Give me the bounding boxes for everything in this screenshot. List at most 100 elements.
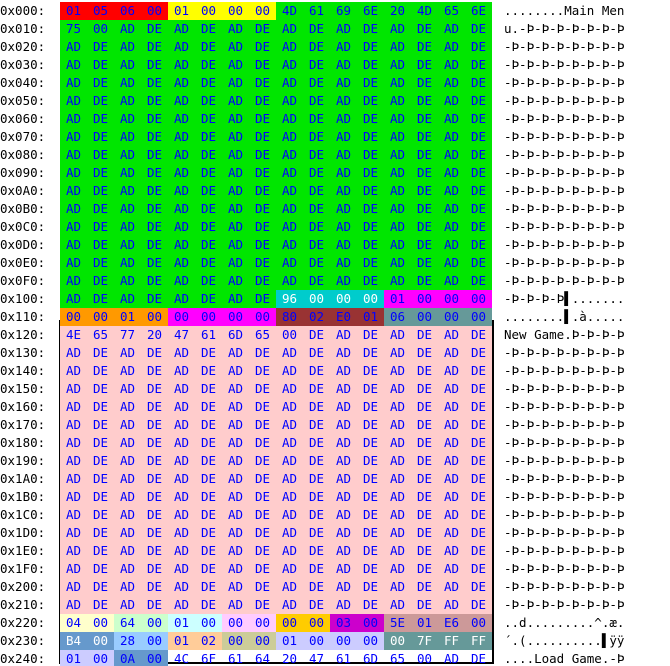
- hex-byte[interactable]: DE: [465, 596, 492, 614]
- hex-byte[interactable]: 00: [303, 632, 330, 650]
- ascii-column[interactable]: -Þ-Þ-Þ-Þ-Þ-Þ-Þ-Þ: [504, 273, 625, 288]
- hex-byte[interactable]: 69: [330, 2, 357, 20]
- hex-byte[interactable]: AD: [222, 182, 249, 200]
- hex-byte[interactable]: 20: [141, 326, 168, 344]
- hex-byte[interactable]: 00: [141, 650, 168, 666]
- hex-byte[interactable]: 00: [195, 614, 222, 632]
- hex-byte[interactable]: DE: [411, 542, 438, 560]
- hex-byte[interactable]: AD: [168, 560, 195, 578]
- hex-byte[interactable]: 65: [249, 326, 276, 344]
- hex-byte[interactable]: DE: [87, 578, 114, 596]
- hex-byte[interactable]: DE: [303, 488, 330, 506]
- hex-byte[interactable]: DE: [303, 182, 330, 200]
- hex-byte[interactable]: DE: [87, 128, 114, 146]
- hex-byte[interactable]: AD: [114, 164, 141, 182]
- hex-byte[interactable]: AD: [114, 362, 141, 380]
- ascii-column[interactable]: -Þ-Þ-Þ-Þ-Þ-Þ-Þ-Þ: [504, 381, 625, 396]
- hex-byte[interactable]: DE: [411, 110, 438, 128]
- hex-byte[interactable]: AD: [384, 524, 411, 542]
- hex-byte[interactable]: 00: [222, 614, 249, 632]
- hex-byte[interactable]: AD: [114, 470, 141, 488]
- hex-byte[interactable]: AD: [276, 506, 303, 524]
- hex-byte[interactable]: DE: [87, 254, 114, 272]
- hex-byte[interactable]: 00: [87, 20, 114, 38]
- hex-byte[interactable]: 65: [438, 2, 465, 20]
- hex-byte[interactable]: 00: [249, 2, 276, 20]
- hex-byte[interactable]: AD: [330, 362, 357, 380]
- hex-byte[interactable]: AD: [60, 470, 87, 488]
- hex-byte[interactable]: AD: [330, 398, 357, 416]
- hex-byte[interactable]: DE: [87, 74, 114, 92]
- hex-byte[interactable]: DE: [357, 578, 384, 596]
- hex-byte[interactable]: AD: [168, 236, 195, 254]
- hex-byte[interactable]: AD: [222, 254, 249, 272]
- hex-byte[interactable]: AD: [330, 326, 357, 344]
- hex-byte[interactable]: AD: [384, 56, 411, 74]
- hex-byte[interactable]: AD: [276, 74, 303, 92]
- hex-byte[interactable]: DE: [249, 272, 276, 290]
- hex-byte[interactable]: AD: [330, 434, 357, 452]
- hex-byte[interactable]: DE: [141, 344, 168, 362]
- ascii-column[interactable]: -Þ-Þ-Þ-Þ-Þ-Þ-Þ-Þ: [504, 111, 625, 126]
- hex-byte[interactable]: 64: [254, 651, 271, 666]
- hex-byte[interactable]: DE: [87, 272, 114, 290]
- hex-byte[interactable]: DE: [87, 398, 114, 416]
- hex-byte[interactable]: DE: [87, 416, 114, 434]
- hex-byte[interactable]: DE: [465, 398, 492, 416]
- hex-byte[interactable]: DE: [465, 470, 492, 488]
- hex-byte[interactable]: AD: [60, 38, 87, 56]
- hex-byte[interactable]: DE: [87, 290, 114, 308]
- hex-byte[interactable]: AD: [438, 38, 465, 56]
- hex-byte[interactable]: AD: [330, 560, 357, 578]
- hex-byte[interactable]: DE: [303, 20, 330, 38]
- hex-byte[interactable]: DE: [357, 362, 384, 380]
- ascii-column[interactable]: -Þ-Þ-Þ-Þ-Þ-Þ-Þ-Þ: [504, 39, 625, 54]
- hex-byte[interactable]: DE: [195, 254, 222, 272]
- hex-byte[interactable]: AD: [114, 200, 141, 218]
- hex-byte[interactable]: 00: [141, 2, 168, 20]
- hex-byte[interactable]: DE: [249, 506, 276, 524]
- hex-byte[interactable]: DE: [87, 92, 114, 110]
- hex-byte[interactable]: AD: [384, 488, 411, 506]
- hex-byte[interactable]: AD: [168, 128, 195, 146]
- hex-byte[interactable]: AD: [438, 362, 465, 380]
- hex-byte[interactable]: 01: [60, 650, 87, 666]
- hex-byte[interactable]: DE: [465, 506, 492, 524]
- hex-byte[interactable]: DE: [411, 146, 438, 164]
- hex-byte[interactable]: AD: [60, 128, 87, 146]
- hex-byte[interactable]: DE: [465, 452, 492, 470]
- hex-byte[interactable]: AD: [438, 254, 465, 272]
- hex-byte[interactable]: 00: [141, 632, 168, 650]
- hex-byte[interactable]: AD: [330, 272, 357, 290]
- hex-byte[interactable]: DE: [357, 488, 384, 506]
- hex-byte[interactable]: AD: [168, 110, 195, 128]
- hex-byte[interactable]: DE: [465, 524, 492, 542]
- hex-byte[interactable]: 00: [141, 614, 168, 632]
- hex-byte[interactable]: DE: [249, 398, 276, 416]
- hex-byte[interactable]: 00: [141, 308, 168, 326]
- hex-byte[interactable]: AD: [438, 236, 465, 254]
- hex-byte[interactable]: DE: [141, 542, 168, 560]
- hex-byte[interactable]: AD: [330, 470, 357, 488]
- hex-byte[interactable]: AD: [384, 542, 411, 560]
- hex-byte[interactable]: AD: [114, 38, 141, 56]
- hex-byte[interactable]: 6D: [222, 326, 249, 344]
- hex-byte[interactable]: AD: [60, 146, 87, 164]
- hex-byte[interactable]: AD: [60, 236, 87, 254]
- hex-byte[interactable]: AD: [168, 596, 195, 614]
- hex-byte[interactable]: DE: [357, 38, 384, 56]
- hex-byte[interactable]: AD: [114, 434, 141, 452]
- hex-byte[interactable]: 00: [384, 632, 411, 650]
- hex-byte[interactable]: AD: [222, 560, 249, 578]
- hex-byte[interactable]: AD: [384, 218, 411, 236]
- hex-byte[interactable]: DE: [411, 434, 438, 452]
- ascii-column[interactable]: -Þ-Þ-Þ-Þ-Þ-Þ-Þ-Þ: [504, 165, 625, 180]
- hex-byte[interactable]: AD: [60, 92, 87, 110]
- hex-byte[interactable]: AD: [276, 38, 303, 56]
- hex-byte[interactable]: 00: [411, 290, 438, 308]
- hex-byte[interactable]: DE: [249, 416, 276, 434]
- hex-byte[interactable]: AD: [222, 110, 249, 128]
- hex-byte[interactable]: AD: [330, 344, 357, 362]
- ascii-column[interactable]: -Þ-Þ-Þ-Þ-Þ-Þ-Þ-Þ: [504, 75, 625, 90]
